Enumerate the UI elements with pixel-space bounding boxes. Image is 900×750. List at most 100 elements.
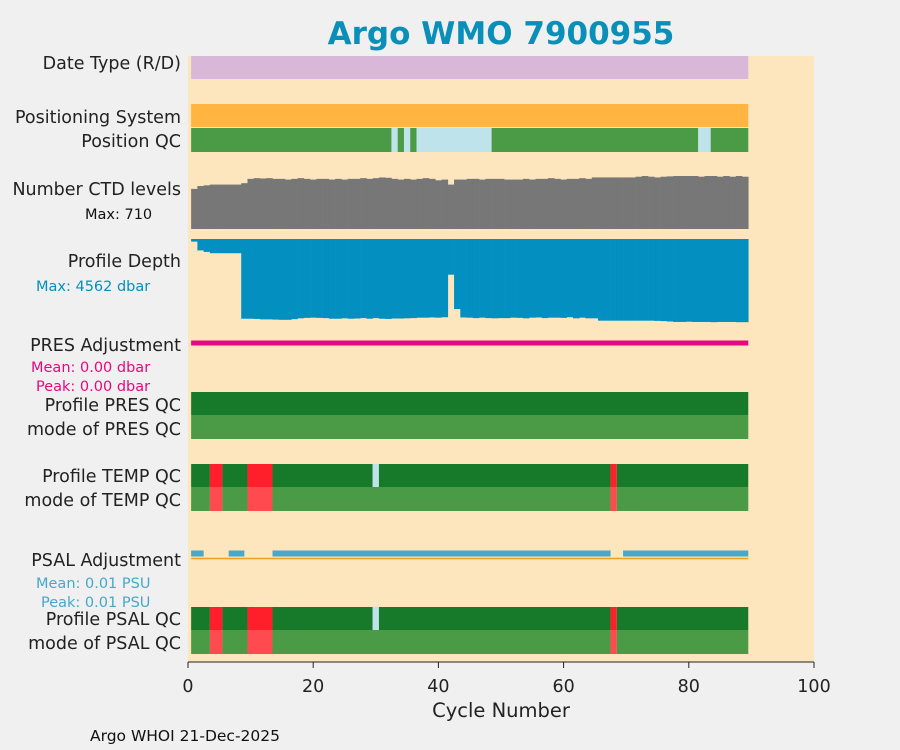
psal-mean-annotation: Mean: 0.01 PSU [36,576,150,592]
x-axis-label: Cycle Number [432,699,571,722]
label-mode-pres-qc: mode of PRES QC [27,420,181,440]
psal-adjustment-segment-1 [228,550,245,557]
profile-temp-qc-segment-4 [272,464,373,487]
ctd-bar-39 [429,178,436,229]
ctd-bar-51 [504,179,511,229]
depth-bar-43 [454,239,461,310]
depth-bar-35 [403,239,411,319]
depth-bar-48 [485,239,492,319]
depth-bar-32 [385,239,392,319]
depth-bar-62 [572,239,580,319]
ctd-bar-12 [259,178,267,229]
ctd-bar-38 [422,178,430,229]
depth-bar-81 [691,239,699,322]
positioning-system-segment-0 [191,104,749,127]
ctd-bar-68 [610,177,618,229]
ctd-bar-80 [685,176,693,229]
ctd-bar-33 [391,178,399,229]
depth-bar-39 [429,239,436,318]
ctd-bar-69 [616,177,624,229]
ctd-bar-82 [698,176,705,229]
psal-adjustment-segment-3 [623,550,749,557]
ctd-bar-44 [460,179,467,229]
depth-bar-9 [241,239,248,319]
depth-bar-76 [660,239,668,322]
ctd-bar-32 [385,177,392,229]
ctd-bar-42 [447,184,455,229]
ctd-bar-84 [710,176,718,229]
ctd-bar-73 [641,176,649,229]
depth-bar-73 [641,239,649,321]
depth-bar-40 [435,239,442,318]
ctd-bar-7 [228,184,236,229]
ctd-bar-25 [341,179,348,229]
ctd-bar-78 [673,176,680,229]
ctd-bar-85 [716,176,724,229]
mode-temp-qc-segment-1 [209,487,223,511]
ctd-bar-57 [541,178,549,229]
depth-bar-85 [716,239,724,322]
depth-bar-75 [654,239,661,321]
depth-bar-72 [635,239,643,321]
depth-bar-70 [623,239,630,321]
x-tick-label-0: 0 [182,677,193,697]
ctd-bar-67 [604,177,611,229]
depth-bar-74 [648,239,655,321]
ctd-bar-29 [366,178,373,229]
ctd-bar-6 [222,184,229,229]
ctd-bar-28 [360,178,367,229]
mode-temp-qc-segment-6 [616,487,749,511]
label-pres-adjustment: PRES Adjustment [30,336,181,356]
ctd-bar-65 [591,177,599,229]
depth-bar-11 [253,239,261,319]
mode-psal-qc-segment-3 [247,630,273,654]
ctd-bar-22 [322,178,330,229]
depth-bar-42 [447,239,455,275]
mode-temp-qc-row [191,487,749,511]
position-qc-segment-7 [698,128,711,152]
label-profile-psal-qc: Profile PSAL QC [46,610,181,630]
ctd-bar-71 [629,177,636,229]
depth-bar-49 [491,239,499,319]
label-mode-temp-qc: mode of TEMP QC [24,491,181,511]
mode-temp-qc-segment-2 [222,487,248,511]
depth-bar-38 [422,239,430,318]
depth-bar-45 [466,239,474,318]
mode-temp-qc-segment-0 [191,487,210,511]
position-qc-segment-4 [410,128,417,152]
depth-bar-69 [616,239,624,321]
mode-psal-qc-segment-0 [191,630,210,654]
depth-bar-88 [735,239,743,323]
profile-psal-qc-segment-6 [378,607,611,630]
depth-bar-30 [372,239,380,319]
x-tick-label-4: 80 [678,677,700,697]
depth-bar-59 [554,239,561,318]
depth-bar-13 [266,239,273,320]
profile-psal-qc-segment-2 [222,607,248,630]
ctd-bar-14 [272,178,280,229]
ctd-bar-46 [472,178,480,229]
ctd-bar-16 [285,179,292,229]
depth-bar-83 [704,239,712,322]
depth-bar-61 [566,239,574,318]
x-tick-label-2: 40 [427,677,449,697]
depth-bar-82 [698,239,705,322]
depth-bar-24 [335,239,342,319]
depth-max-annotation: Max: 4562 dbar [36,279,150,295]
mode-psal-qc-segment-2 [222,630,248,654]
depth-bar-67 [604,239,611,321]
x-tick-label-5: 100 [797,677,830,697]
ctd-bar-86 [723,176,730,229]
ctd-bar-23 [328,179,336,229]
mode-psal-qc-segment-4 [272,630,611,654]
depth-bar-23 [328,239,336,319]
depth-bar-34 [397,239,405,319]
depth-bar-41 [441,239,449,318]
ctd-bar-83 [704,176,712,229]
profile-psal-qc-segment-4 [272,607,373,630]
depth-bar-22 [322,239,330,319]
ctd-bar-54 [522,178,530,229]
depth-bar-77 [666,239,674,322]
depth-bar-60 [560,239,568,318]
ctd-bar-41 [441,179,449,229]
